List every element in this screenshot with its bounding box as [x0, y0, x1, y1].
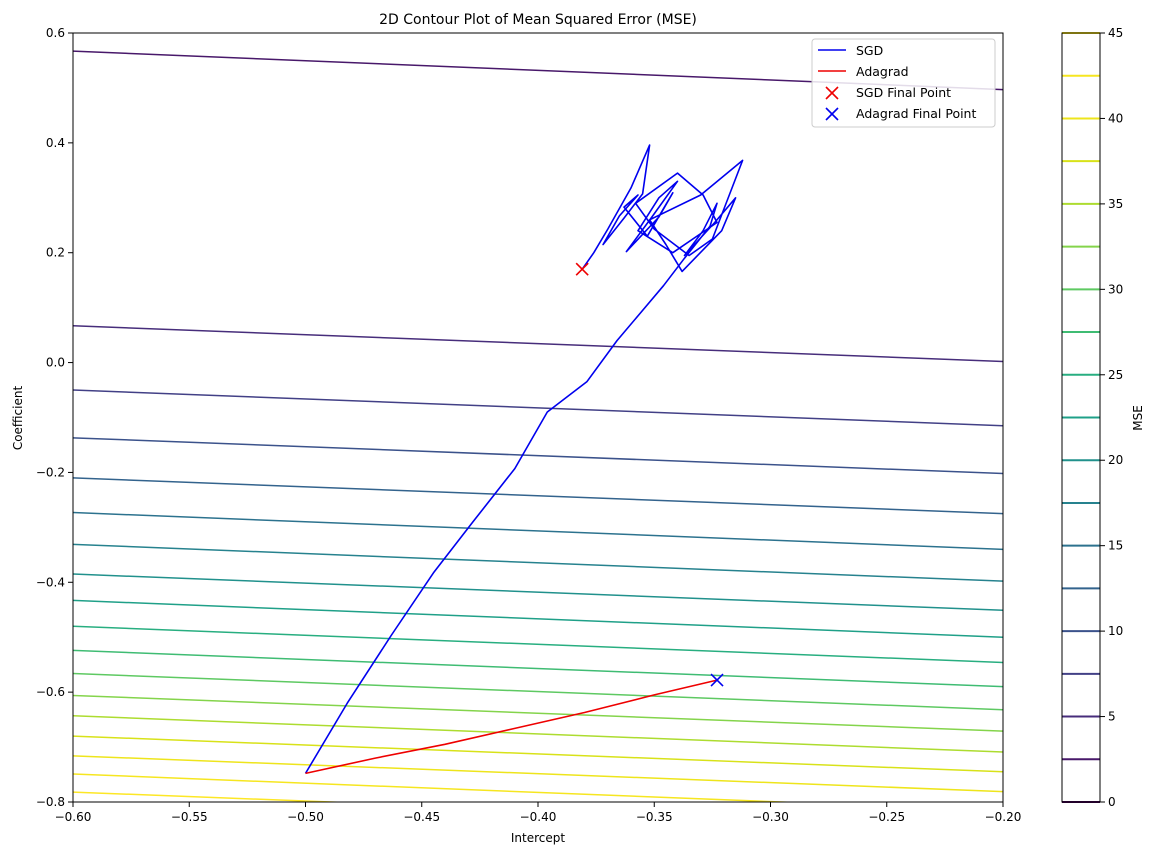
legend-marker-1-stroke-b	[825, 107, 839, 121]
contour-line-11	[73, 672, 1003, 711]
colorbar-tick-label-4: 20	[1108, 453, 1123, 467]
contour-line-2	[73, 389, 1003, 427]
legend-adagrad-final-marker	[825, 107, 839, 121]
colorbar: 0 5 10 15 20 25 30 35 40 45 MSE	[1061, 26, 1145, 809]
colorbar-tick-label-9: 45	[1108, 26, 1123, 40]
legend-sgd-final-marker	[825, 86, 839, 100]
contour-line-7	[73, 573, 1003, 612]
chart-title: 2D Contour Plot of Mean Squared Error (M…	[379, 12, 697, 28]
x-tick-label-8: −0.20	[985, 810, 1022, 824]
y-tick-label-4: 0.0	[46, 356, 65, 370]
legend-box	[811, 38, 996, 128]
y-tick-label-6: 0.4	[46, 136, 65, 150]
contour-line-3	[73, 437, 1003, 475]
contour-line-6	[73, 543, 1003, 582]
contour-line-10	[73, 649, 1003, 688]
colorbar-tick-label-8: 40	[1108, 111, 1123, 125]
contour-line-17	[73, 791, 351, 802]
optimizer-paths	[304, 144, 744, 775]
x-tick-label-6: −0.30	[752, 810, 789, 824]
contour-line-8	[73, 599, 1003, 638]
y-axis-ticks: −0.8 −0.6 −0.4 −0.2 0.0 0.2 0.4 0.6	[36, 26, 73, 809]
legend-marker-1	[825, 107, 839, 121]
contour-line-15	[73, 755, 1003, 793]
x-tick-label-2: −0.50	[287, 810, 324, 824]
contour-line-5	[73, 511, 1003, 551]
y-tick-label-3: −0.2	[36, 465, 65, 479]
contour-line-12	[73, 694, 1003, 732]
contour-line-16	[73, 773, 800, 802]
y-tick-label-5: 0.2	[46, 246, 65, 260]
final-point-marker-1	[710, 673, 724, 687]
legend-adagrad-label: Adagrad	[856, 64, 909, 79]
final-point-marker-0-stroke-b	[575, 262, 589, 276]
colorbar-level-lines	[1062, 32, 1100, 803]
final-point-marker-1-stroke-b	[710, 673, 724, 687]
legend-sgd-label: SGD	[856, 43, 883, 58]
colorbar-label: MSE	[1131, 405, 1145, 431]
colorbar-tick-label-1: 5	[1108, 710, 1116, 724]
contour-line-4	[73, 477, 1003, 515]
y-tick-label-0: −0.8	[36, 795, 65, 809]
legend-marker-0	[825, 86, 839, 100]
contour-line-1	[73, 325, 1003, 363]
colorbar-tick-label-0: 0	[1108, 795, 1116, 809]
x-tick-label-3: −0.45	[403, 810, 440, 824]
y-tick-label-1: −0.6	[36, 685, 65, 699]
contour-line-13	[73, 715, 1003, 753]
x-tick-label-7: −0.25	[868, 810, 905, 824]
colorbar-ticks: 0 5 10 15 20 25 30 35 40 45	[1100, 26, 1123, 809]
colorbar-tick-label-7: 35	[1108, 197, 1123, 211]
colorbar-tick-label-3: 15	[1108, 539, 1123, 553]
x-tick-label-0: −0.60	[55, 810, 92, 824]
contour-line-9	[73, 625, 1003, 664]
legend-sgd-final-label: SGD Final Point	[856, 85, 951, 100]
y-axis-label: Coefficient	[11, 386, 25, 451]
contour-line-14	[73, 735, 1003, 773]
colorbar-tick-label-5: 25	[1108, 368, 1123, 382]
x-axis-ticks: −0.60 −0.55 −0.50 −0.45 −0.40 −0.35 −0.30 −0.25…	[55, 802, 1022, 824]
legend-marker-0-stroke-b	[825, 86, 839, 100]
colorbar-tick-label-2: 10	[1108, 624, 1123, 638]
final-point-markers	[575, 262, 724, 687]
colorbar-tick-label-6: 30	[1108, 282, 1123, 296]
final-point-marker-0	[575, 262, 589, 276]
y-tick-label-2: −0.4	[36, 575, 65, 589]
x-tick-label-4: −0.40	[520, 810, 557, 824]
x-tick-label-1: −0.55	[171, 810, 208, 824]
legend-adagrad-final-label: Adagrad Final Point	[856, 106, 976, 121]
legend: SGD Adagrad SGD Final Point Adagrad Fina…	[811, 38, 996, 128]
series-line-adagrad	[305, 679, 718, 775]
contour-lines	[73, 50, 1003, 802]
y-tick-label-7: 0.6	[46, 26, 65, 40]
series-line-sgd	[304, 144, 744, 774]
x-tick-label-5: −0.35	[636, 810, 673, 824]
x-axis-label: Intercept	[511, 831, 566, 845]
colorbar-frame	[1061, 32, 1101, 803]
